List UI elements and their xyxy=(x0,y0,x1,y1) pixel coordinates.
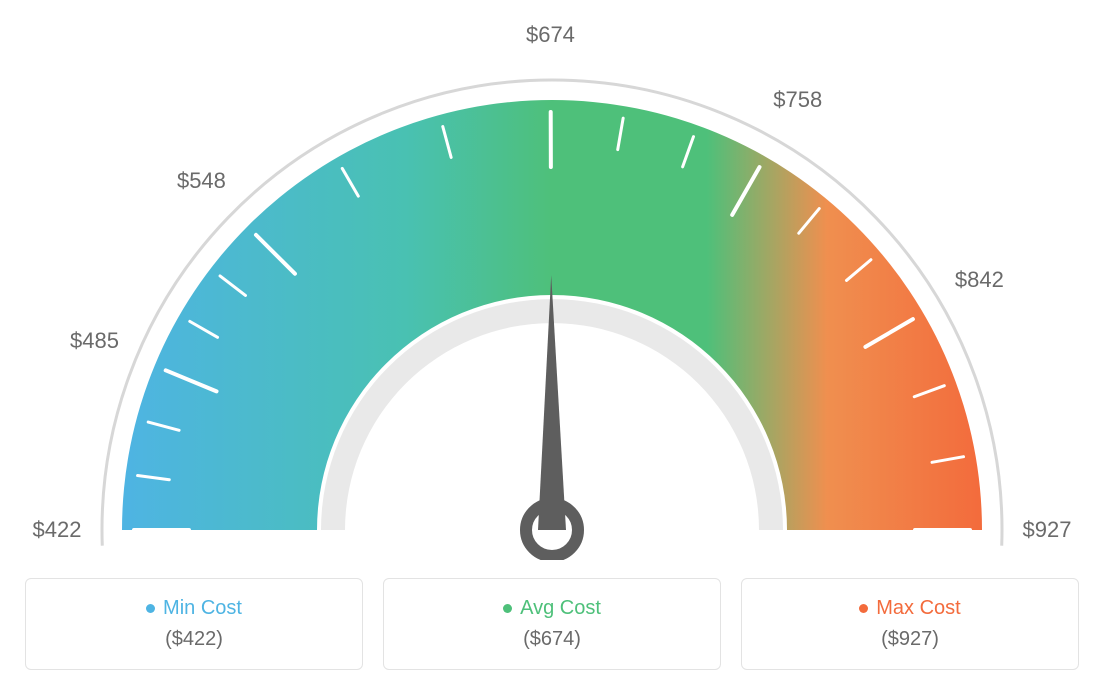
legend-min-value: ($422) xyxy=(36,628,352,651)
legend-max-text: Max Cost xyxy=(876,597,960,620)
legend-avg-label: Avg Cost xyxy=(503,597,601,620)
legend-max-label: Max Cost xyxy=(859,597,960,620)
dot-icon xyxy=(503,604,512,613)
gauge-tick-label: $548 xyxy=(177,168,226,194)
gauge-svg xyxy=(0,0,1104,560)
gauge-chart: $422 $485 $548 $674 $758 $842 $927 xyxy=(0,0,1104,560)
dot-icon xyxy=(859,604,868,613)
gauge-tick-label: $842 xyxy=(955,267,1004,293)
cost-gauge-widget: $422 $485 $548 $674 $758 $842 $927 Min Cost ($… xyxy=(0,0,1104,690)
gauge-tick-label: $485 xyxy=(70,328,119,354)
gauge-tick-label: $927 xyxy=(1023,517,1072,543)
dot-icon xyxy=(146,604,155,613)
legend-avg-text: Avg Cost xyxy=(520,597,601,620)
legend-min: Min Cost ($422) xyxy=(25,578,363,670)
legend-min-text: Min Cost xyxy=(163,597,242,620)
legend-min-label: Min Cost xyxy=(146,597,242,620)
gauge-tick-label: $422 xyxy=(33,517,82,543)
legend-avg-value: ($674) xyxy=(394,628,710,651)
legend-max: Max Cost ($927) xyxy=(741,578,1079,670)
legend-avg: Avg Cost ($674) xyxy=(383,578,721,670)
legend-row: Min Cost ($422) Avg Cost ($674) Max Cost… xyxy=(0,578,1104,670)
legend-max-value: ($927) xyxy=(752,628,1068,651)
gauge-tick-label: $758 xyxy=(773,87,822,113)
gauge-tick-label: $674 xyxy=(526,22,575,48)
